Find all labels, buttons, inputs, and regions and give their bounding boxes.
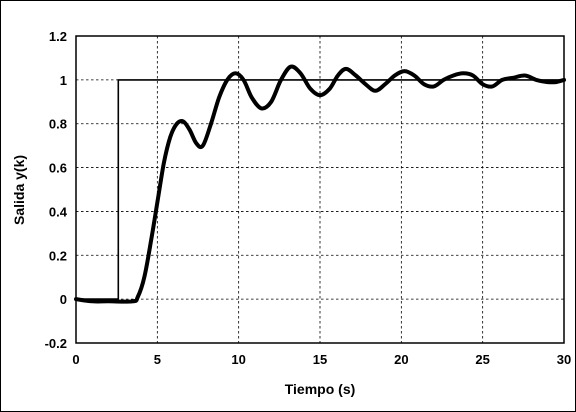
- plot-series: [74, 64, 566, 304]
- x-axis-label: Tiempo (s): [285, 381, 356, 397]
- output-response-line: [74, 64, 566, 304]
- y-tick-label: 1: [60, 73, 67, 88]
- y-tick-label: 0.8: [49, 117, 67, 132]
- x-tick-label: 20: [394, 352, 408, 367]
- plot-area: [75, 35, 565, 344]
- x-tick-label: 25: [475, 352, 489, 367]
- y-axis-label: Salida y(k): [11, 155, 27, 225]
- x-tick-label: 5: [154, 352, 161, 367]
- y-tick-label: 1.2: [49, 29, 67, 44]
- y-tick-label: 0.6: [49, 161, 67, 176]
- y-tick-label: 0: [60, 292, 67, 307]
- reference-step-line: [76, 79, 564, 300]
- y-tick-label: -0.2: [45, 336, 67, 351]
- y-tick-label: 0.4: [49, 204, 68, 219]
- ticks: 0 5 10 15 20 25 30 -0.2 0 0.2 0.4 0.6 0.8 1 1.2: [45, 29, 572, 367]
- x-tick-label: 0: [72, 352, 79, 367]
- y-tick-label: 0.2: [49, 248, 67, 263]
- x-tick-label: 10: [231, 352, 245, 367]
- x-tick-label: 15: [313, 352, 327, 367]
- x-tick-label: 30: [557, 352, 571, 367]
- grid: [76, 36, 564, 343]
